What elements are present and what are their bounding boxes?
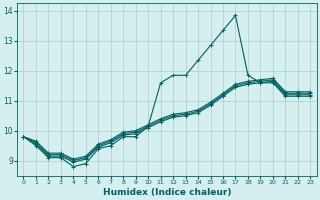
X-axis label: Humidex (Indice chaleur): Humidex (Indice chaleur) bbox=[103, 188, 231, 197]
